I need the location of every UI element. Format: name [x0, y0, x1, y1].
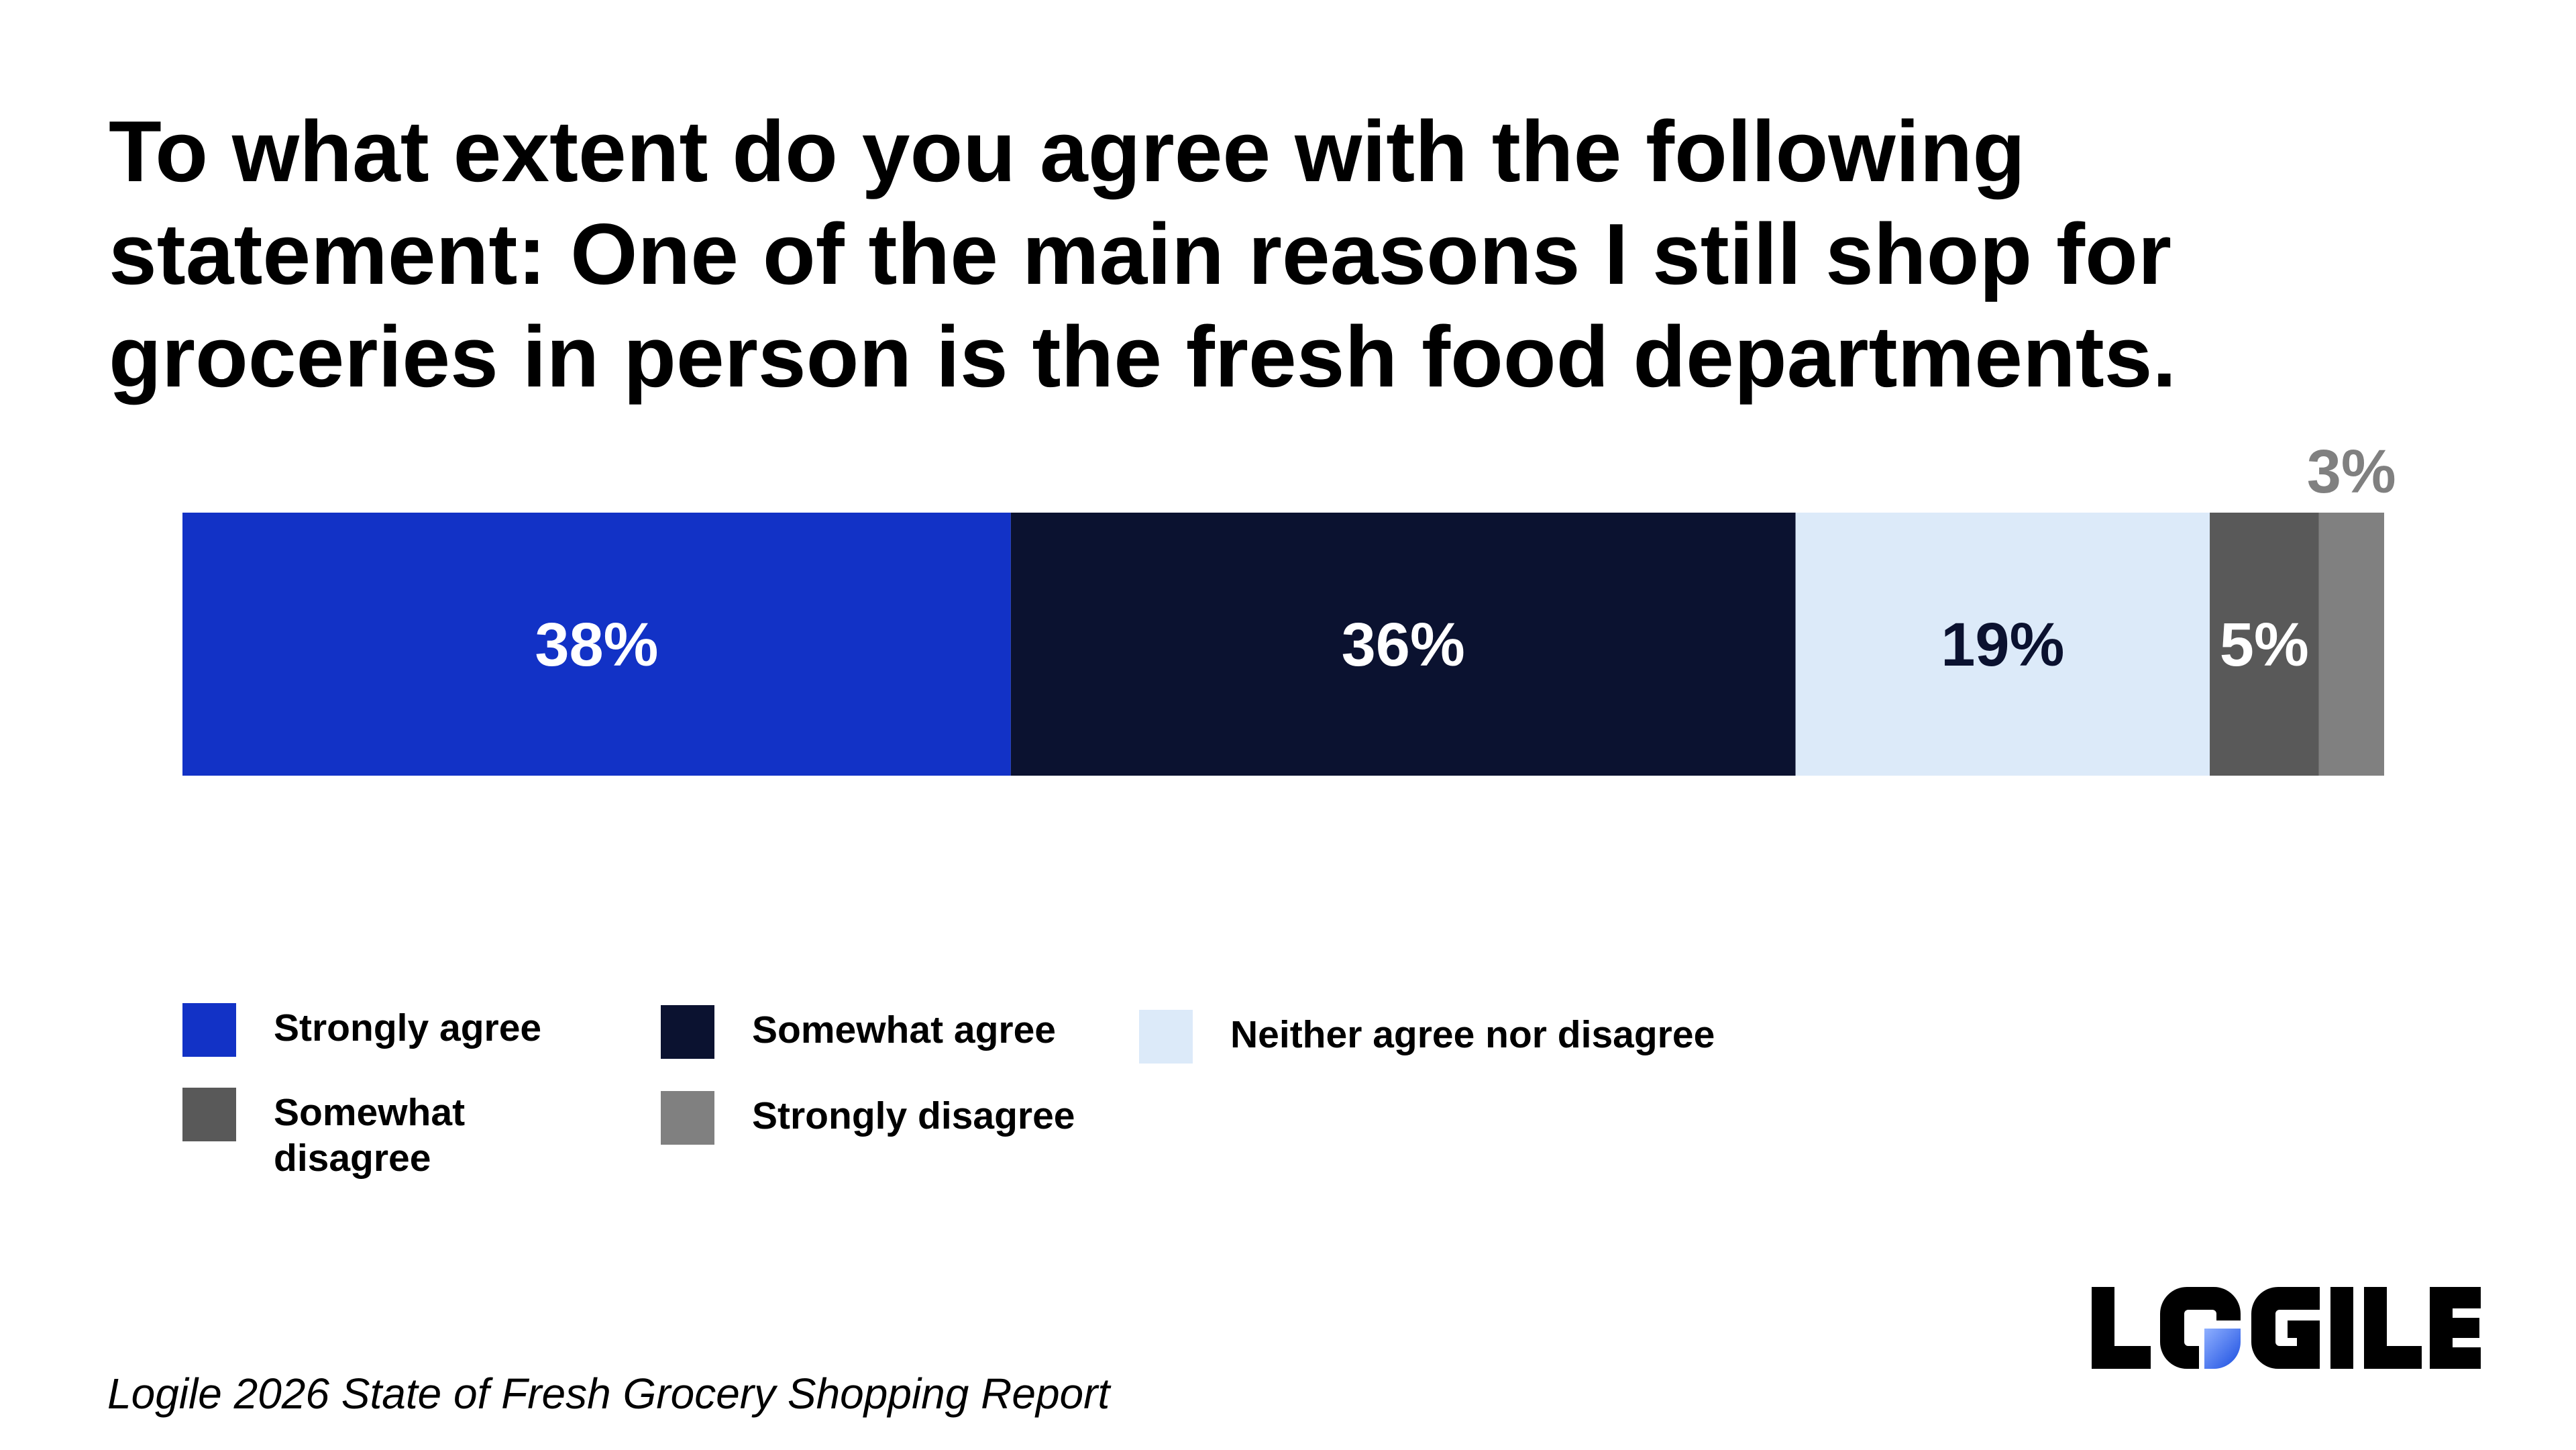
legend-label: Somewhat disagree	[274, 1091, 466, 1180]
legend-item-neither: Neither agree nor disagree	[1139, 1010, 1715, 1064]
data-label-somewhat-disagree: 5%	[2220, 611, 2309, 679]
logo-letter-g	[2251, 1287, 2320, 1369]
legend-label: Strongly agree	[274, 1006, 542, 1049]
data-label-strongly-disagree: 3%	[2307, 437, 2396, 506]
legend-label: Strongly disagree	[752, 1094, 1075, 1137]
legend-item-strongly-agree: Strongly agree	[182, 1003, 541, 1057]
legend-swatch	[661, 1091, 714, 1145]
data-label-somewhat-agree: 36%	[1342, 611, 1465, 679]
bar-segment-neither-agree-nor-disagree	[1795, 513, 2210, 776]
bar-segment-somewhat-agree	[1010, 513, 1796, 776]
legend-swatch	[182, 1003, 236, 1057]
logo-letter-e	[2430, 1287, 2481, 1369]
logo-o-mark	[2160, 1287, 2241, 1369]
logile-logo	[2092, 1287, 2481, 1369]
chart-title: To what extent do you agree with the fol…	[109, 103, 2177, 405]
bar-segment-somewhat-disagree	[2210, 513, 2319, 776]
legend-item-somewhat-agree: Somewhat agree	[661, 1005, 1056, 1059]
bar-segment-strongly-disagree	[2318, 513, 2384, 776]
data-label-neither-agree-nor-disagree: 19%	[1941, 611, 2064, 679]
legend-swatch	[1139, 1010, 1193, 1064]
legend-swatch	[661, 1005, 714, 1059]
logo-letter-i	[2330, 1287, 2353, 1369]
logo-letter-l	[2092, 1287, 2151, 1369]
source-note: Logile 2026 State of Fresh Grocery Shopp…	[107, 1369, 1110, 1418]
legend-item-somewhat-disagree: Somewhat disagree	[182, 1088, 542, 1181]
legend-label: Somewhat agree	[752, 1008, 1056, 1051]
legend-item-strongly-disagree: Strongly disagree	[661, 1091, 1075, 1145]
data-label-strongly-agree: 38%	[535, 611, 658, 679]
bar-segment-strongly-agree	[182, 513, 1011, 776]
legend-swatch	[182, 1088, 236, 1141]
logo-letter-l2	[2364, 1287, 2422, 1369]
legend-label: Neither agree nor disagree	[1230, 1013, 1715, 1056]
stacked-bar-chart: 38% 36% 19% 5% 3%	[182, 437, 2396, 776]
